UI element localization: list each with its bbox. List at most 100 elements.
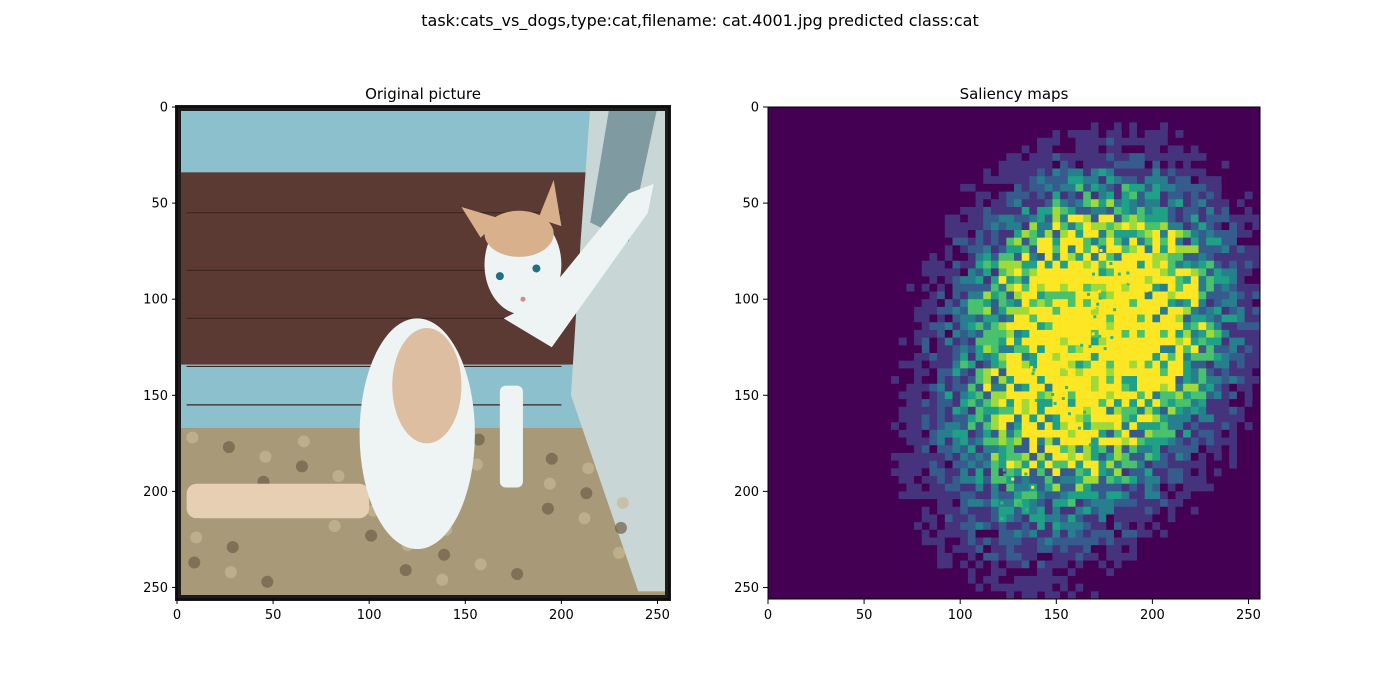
saliency-cell [1060,591,1069,600]
saliency-cell [1252,429,1261,438]
saliency-cell [1083,329,1092,338]
saliency-cell [1083,514,1092,523]
saliency-cell [1229,376,1238,385]
saliency-cell [983,306,992,315]
saliency-cell [1167,422,1176,431]
saliency-cell [1113,452,1122,461]
saliency-cell [1098,245,1107,254]
saliency-cell [1067,583,1076,592]
saliency-cell [1213,260,1222,269]
saliency-cell [975,514,984,523]
saliency-cell [1006,253,1015,262]
saliency-cell [1129,399,1138,408]
saliency-cell [1021,329,1030,338]
saliency-cell [1175,222,1184,231]
saliency-cell [1206,468,1215,477]
saliency-cell [1037,322,1046,331]
saliency-cell [1106,130,1115,139]
saliency-cell [1037,491,1046,500]
saliency-cell [952,253,961,262]
saliency-cell [1175,429,1184,438]
saliency-cell [1221,222,1230,231]
saliency-cell [960,237,969,246]
saliency-cell [983,437,992,446]
saliency-cell [1198,491,1207,500]
saliency-cell [867,414,876,423]
saliency-cell [1121,383,1130,392]
saliency-cell [1244,237,1253,246]
saliency-cell [1252,253,1261,262]
saliency-cell [1236,299,1245,308]
saliency-cell [998,337,1007,346]
saliency-cell [1090,483,1099,492]
saliency-cell [998,529,1007,538]
saliency-cell [1236,406,1245,415]
rug-pattern [224,566,237,579]
saliency-cell [1152,160,1161,169]
saliency-cell [1106,522,1115,531]
saliency-cell [1160,452,1169,461]
saliency-cell [914,452,923,461]
saliency-cell [1098,183,1107,192]
saliency-cell [1121,107,1130,115]
saliency-cell [1075,160,1084,169]
saliency-cell [1236,437,1245,446]
saliency-cell [1029,360,1038,369]
saliency-cell [990,206,999,215]
saliency-cell [906,568,915,577]
saliency-cell [1206,491,1215,500]
saliency-cell [1167,322,1176,331]
saliency-cell [1190,445,1199,454]
saliency-cell [1083,414,1092,423]
saliency-cell [1006,291,1015,300]
saliency-cell [1121,368,1130,377]
saliency-cell [1183,329,1192,338]
saliency-cell [1129,514,1138,523]
rug-pattern [186,431,199,444]
saliency-cell [975,253,984,262]
saliency-cell [1090,368,1099,377]
saliency-cell [1090,107,1099,115]
saliency-cell [1090,168,1099,177]
saliency-cell [1244,345,1253,354]
saliency-cell [921,245,930,254]
saliency-cell [1090,437,1099,446]
saliency-cell [1090,568,1099,577]
saliency-cell [1029,468,1038,477]
saliency-cell [960,191,969,200]
saliency-cell [929,537,938,546]
saliency-cell [1052,568,1061,577]
saliency-cell [906,522,915,531]
saliency-cell [944,545,953,554]
saliency-cell [952,560,961,569]
saliency-cell [1106,153,1115,162]
saliency-cell [1129,568,1138,577]
saliency-cell [1121,283,1130,292]
saliency-cell [891,383,899,392]
saliency-cell [1067,314,1076,323]
saliency-cell [1221,406,1230,415]
saliency-cell [952,345,961,354]
saliency-cell [1137,552,1145,561]
saliency-cell [1129,406,1138,415]
saliency-cell [937,560,946,569]
saliency-cell [1083,153,1092,162]
saliency-cell [1090,268,1099,277]
saliency-cell [1006,168,1015,177]
saliency-cell [1006,568,1015,577]
saliency-cell [960,391,969,400]
saliency-cell [967,429,976,438]
saliency-cell [1075,183,1084,192]
saliency-cell [1006,476,1015,484]
saliency-cell [891,460,899,469]
saliency-cell [960,514,969,523]
saliency-cell [952,491,961,500]
saliency-cell [1183,237,1192,246]
saliency-cell [983,283,992,292]
saliency-cell [1098,445,1107,454]
saliency-cell [1075,137,1084,146]
saliency-cell [1083,137,1092,146]
saliency-cell [1206,391,1215,400]
saliency-cell [1113,383,1122,392]
saliency-cell [1229,168,1238,177]
